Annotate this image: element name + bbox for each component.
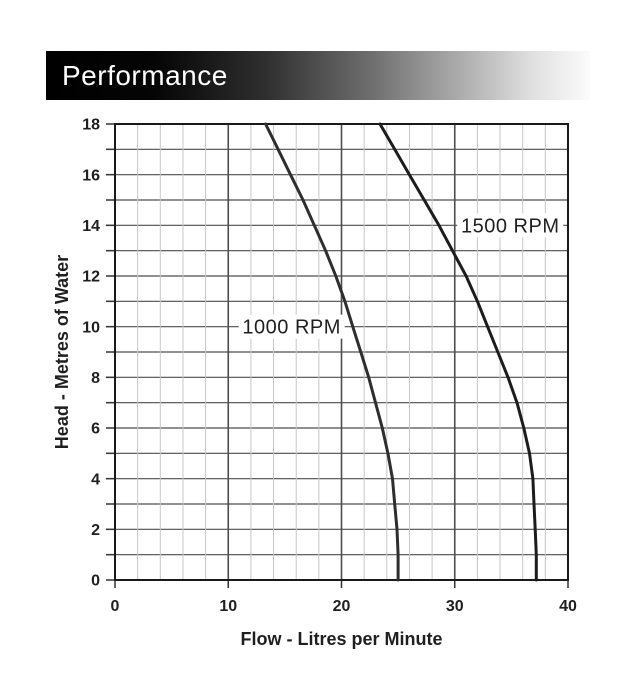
x-tick-label: 10 (219, 598, 237, 615)
y-tick-label: 16 (82, 167, 100, 184)
x-axis-title: Flow - Litres per Minute (240, 629, 442, 649)
y-axis-title: Head - Metres of Water (52, 255, 72, 449)
curve-label-bg-1000-rpm (238, 314, 345, 339)
y-tick-label: 12 (82, 269, 100, 286)
curve-label-1000-rpm: 1000 RPM (242, 317, 341, 339)
y-tick-label: 4 (91, 471, 100, 488)
y-tick-label: 2 (91, 522, 100, 539)
curve-1500-rpm (378, 122, 538, 582)
y-tick-label: 8 (91, 370, 100, 387)
performance-banner: Performance (46, 51, 590, 100)
curve-label-1500-rpm: 1500 RPM (461, 215, 560, 237)
curve-label-bg-1500-rpm (457, 213, 564, 238)
plot-border (114, 123, 569, 581)
y-tick-label: 10 (82, 319, 100, 336)
banner-title: Performance (62, 59, 228, 91)
y-tick-label: 18 (82, 117, 100, 134)
y-tick-label: 14 (82, 218, 100, 235)
y-tick-label: 6 (91, 421, 100, 438)
x-tick-label: 20 (333, 598, 351, 615)
x-tick-label: 40 (559, 598, 577, 615)
x-tick-label: 0 (111, 598, 120, 615)
x-tick-label: 30 (446, 598, 464, 615)
y-tick-label: 0 (91, 573, 100, 590)
curve-1000-rpm (264, 122, 400, 582)
